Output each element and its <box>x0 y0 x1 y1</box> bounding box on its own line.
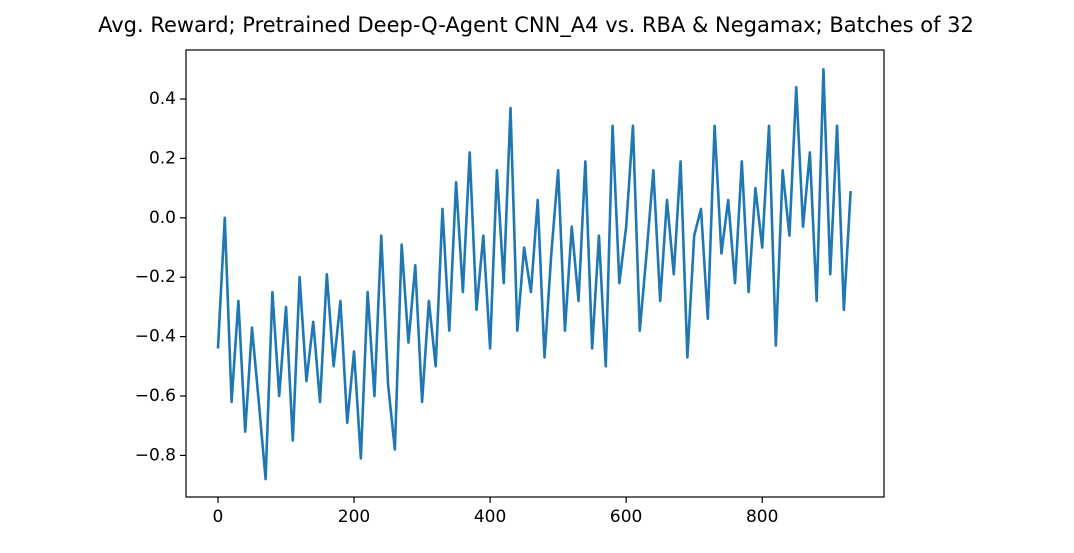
y-tick-label: 0.0 <box>149 208 176 228</box>
y-tick-label: 0.4 <box>149 89 176 109</box>
y-tick-label: 0.2 <box>149 148 176 168</box>
y-tick-label: −0.8 <box>135 445 176 465</box>
data-line <box>216 68 852 481</box>
x-tick-label: 400 <box>474 507 506 527</box>
x-tick-label: 600 <box>610 507 642 527</box>
x-tick-label: 800 <box>746 507 778 527</box>
y-tick-label: −0.4 <box>135 327 176 347</box>
x-tick-label: 0 <box>213 507 224 527</box>
chart-title: Avg. Reward; Pretrained Deep-Q-Agent CNN… <box>98 13 974 38</box>
plot-frame <box>185 49 885 498</box>
y-tick-label: −0.2 <box>135 267 176 287</box>
x-tick-label: 200 <box>338 507 370 527</box>
y-tick-label: −0.6 <box>135 386 176 406</box>
